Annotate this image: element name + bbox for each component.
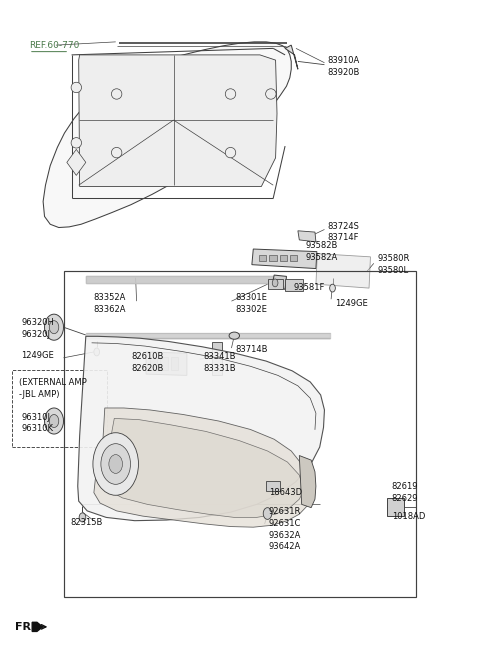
Bar	[12, 370, 107, 447]
Ellipse shape	[265, 89, 276, 99]
Text: 82619
82629: 82619 82629	[392, 482, 419, 503]
Bar	[171, 357, 179, 370]
Bar	[280, 255, 287, 261]
Polygon shape	[79, 55, 277, 187]
Bar	[212, 342, 222, 375]
Bar	[63, 271, 416, 597]
Text: 83352A
83362A: 83352A 83362A	[93, 293, 125, 314]
Polygon shape	[146, 352, 187, 375]
FancyArrow shape	[32, 622, 43, 631]
Text: 1249GE: 1249GE	[335, 299, 368, 308]
Polygon shape	[316, 254, 371, 288]
Polygon shape	[67, 149, 86, 175]
Polygon shape	[252, 249, 317, 269]
Text: 83724S
83714F: 83724S 83714F	[328, 221, 360, 242]
Bar	[285, 279, 303, 290]
Text: FR.: FR.	[14, 622, 35, 632]
Polygon shape	[272, 275, 287, 290]
Text: 93580R
93580L: 93580R 93580L	[378, 254, 410, 275]
Circle shape	[49, 415, 59, 428]
Ellipse shape	[111, 147, 122, 158]
Bar	[259, 255, 266, 261]
Bar	[290, 255, 298, 261]
Polygon shape	[43, 42, 291, 227]
Text: REF.60-770: REF.60-770	[29, 41, 79, 50]
Text: 82610B
82620B: 82610B 82620B	[132, 352, 164, 373]
Text: 1249GE: 1249GE	[21, 351, 54, 360]
Text: 83341B
83331B: 83341B 83331B	[203, 352, 236, 373]
Text: 93582B
93582A: 93582B 93582A	[305, 241, 338, 262]
Text: 96310J
96310K: 96310J 96310K	[22, 413, 54, 434]
Ellipse shape	[71, 82, 82, 93]
Polygon shape	[285, 45, 298, 69]
Text: 82315B: 82315B	[70, 518, 103, 527]
Bar	[266, 481, 280, 491]
Text: 18643D: 18643D	[269, 488, 302, 497]
Text: 83910A
83920B: 83910A 83920B	[328, 57, 360, 77]
Circle shape	[101, 443, 131, 484]
Text: 83714B: 83714B	[235, 345, 268, 354]
Text: 83301E
83302E: 83301E 83302E	[235, 293, 267, 314]
Polygon shape	[105, 419, 304, 518]
Circle shape	[263, 508, 272, 520]
Ellipse shape	[111, 89, 122, 99]
Text: (EXTERNAL AMP
-JBL AMP): (EXTERNAL AMP -JBL AMP)	[19, 378, 87, 399]
Circle shape	[94, 348, 99, 356]
Bar	[267, 279, 283, 290]
Ellipse shape	[71, 137, 82, 148]
Circle shape	[45, 408, 63, 434]
Bar	[160, 357, 168, 370]
Text: 93581F: 93581F	[293, 283, 324, 292]
Ellipse shape	[225, 147, 236, 158]
Polygon shape	[78, 336, 324, 521]
Text: 96320H
96320J: 96320H 96320J	[22, 318, 55, 339]
Circle shape	[330, 284, 336, 292]
Polygon shape	[298, 231, 316, 242]
Text: 1018AD: 1018AD	[392, 512, 425, 520]
Text: 92631R
92631C
93632A
93642A: 92631R 92631C 93632A 93642A	[268, 507, 301, 551]
Bar	[269, 255, 276, 261]
Bar	[150, 357, 157, 370]
Circle shape	[272, 279, 278, 287]
Circle shape	[109, 455, 122, 474]
Polygon shape	[387, 498, 404, 516]
Ellipse shape	[225, 89, 236, 99]
Ellipse shape	[229, 332, 240, 339]
Circle shape	[93, 433, 138, 495]
Circle shape	[45, 314, 63, 340]
Circle shape	[79, 513, 86, 522]
Polygon shape	[94, 408, 310, 527]
Polygon shape	[300, 455, 316, 508]
Circle shape	[49, 321, 59, 334]
